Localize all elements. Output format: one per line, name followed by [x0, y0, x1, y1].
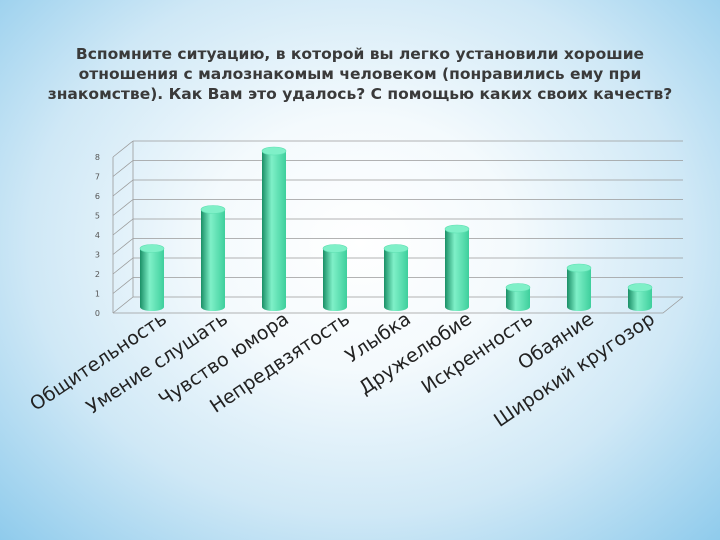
bar-body [140, 248, 164, 311]
bar-body [506, 287, 530, 311]
bar-top [505, 283, 531, 292]
y-tick-label: 1 [95, 290, 100, 299]
bar-top [322, 244, 348, 253]
bar-top [139, 244, 165, 253]
gridline-depth [112, 199, 134, 216]
gridline-depth [112, 257, 134, 275]
bar-body [628, 287, 652, 311]
bar-body [262, 151, 286, 311]
bar [139, 244, 165, 311]
gridline-depth [112, 160, 134, 177]
bar-top [383, 244, 409, 253]
bar [261, 146, 287, 311]
slide-title: Вспомните ситуацию, в которой вы легко у… [47, 45, 673, 103]
gridline-depth [112, 238, 134, 255]
gridline-depth [112, 179, 134, 197]
bar-body [567, 268, 591, 311]
x-axis [113, 296, 684, 314]
bar-top [627, 283, 653, 292]
gridline-depth [112, 277, 134, 294]
y-tick-label: 0 [95, 309, 100, 318]
gridline-depth [112, 218, 134, 236]
bar [566, 263, 592, 311]
bar-top [261, 146, 287, 156]
bar [505, 283, 531, 311]
y-tick-label: 2 [95, 270, 100, 279]
bar-top [566, 263, 592, 273]
bar [200, 205, 226, 311]
y-tick-label: 3 [95, 251, 100, 260]
bar [322, 244, 348, 311]
bar [444, 224, 470, 311]
gridline-depth [112, 140, 134, 158]
y-tick-label: 8 [95, 153, 100, 162]
y-tick-label: 7 [95, 173, 100, 182]
y-tick-label: 5 [95, 212, 100, 221]
bar [627, 283, 653, 311]
bar-top [200, 205, 226, 214]
bar-body [384, 248, 408, 311]
y-tick-label: 6 [95, 192, 100, 201]
chart-bars [139, 146, 653, 311]
bar-body [445, 229, 469, 311]
bar [383, 244, 409, 311]
bar-body [201, 209, 225, 311]
y-tick-label: 4 [95, 231, 100, 240]
gridline-depth [112, 296, 134, 314]
bar-body [323, 248, 347, 311]
bar-top [444, 224, 470, 234]
